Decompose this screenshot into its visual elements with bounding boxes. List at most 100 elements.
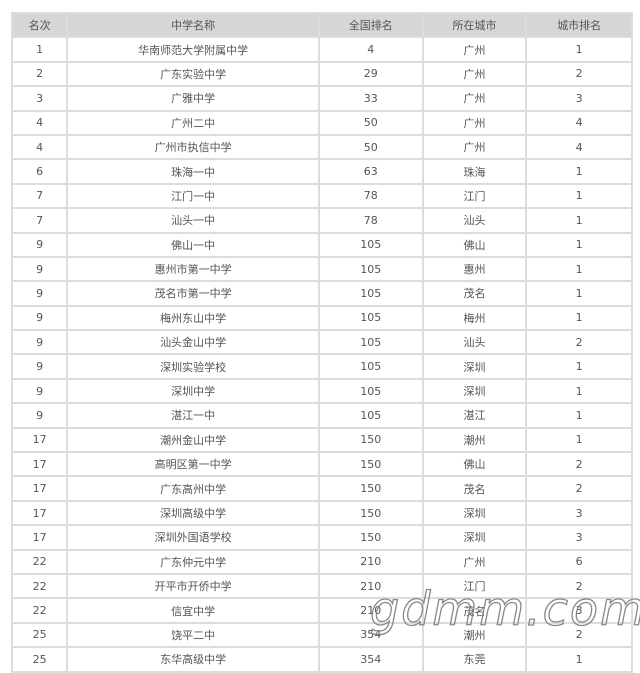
cell-rank: 9 bbox=[13, 233, 67, 256]
cell-national-rank: 63 bbox=[319, 160, 422, 183]
cell-school-name: 广东仲元中学 bbox=[68, 550, 318, 573]
cell-national-rank: 150 bbox=[319, 453, 422, 476]
cell-city: 东莞 bbox=[423, 648, 526, 671]
cell-school-name: 广州二中 bbox=[68, 111, 318, 134]
cell-city: 广州 bbox=[423, 111, 526, 134]
header-rank: 名次 bbox=[13, 14, 67, 37]
cell-national-rank: 354 bbox=[319, 623, 422, 647]
cell-school-name: 信宜中学 bbox=[68, 599, 318, 622]
cell-school-name: 深圳外国语学校 bbox=[68, 526, 318, 549]
table-row: 22 开平市开侨中学 210 江门 2 bbox=[13, 574, 631, 598]
cell-city: 汕头 bbox=[423, 331, 526, 354]
cell-city-rank: 2 bbox=[527, 477, 631, 500]
cell-national-rank: 105 bbox=[319, 233, 422, 256]
cell-school-name: 高明区第一中学 bbox=[68, 453, 318, 476]
cell-city: 广州 bbox=[423, 62, 526, 86]
cell-national-rank: 105 bbox=[319, 404, 422, 427]
cell-city: 江门 bbox=[423, 184, 526, 208]
cell-city-rank: 4 bbox=[527, 111, 631, 134]
cell-city-rank: 1 bbox=[527, 379, 631, 403]
cell-rank: 17 bbox=[13, 501, 67, 525]
cell-city: 深圳 bbox=[423, 526, 526, 549]
header-city: 所在城市 bbox=[423, 14, 526, 37]
cell-national-rank: 33 bbox=[319, 87, 422, 110]
cell-city-rank: 3 bbox=[527, 526, 631, 549]
cell-city-rank: 1 bbox=[527, 648, 631, 671]
table-row: 9 茂名市第一中学 105 茂名 1 bbox=[13, 282, 631, 305]
cell-national-rank: 150 bbox=[319, 501, 422, 525]
cell-school-name: 汕头一中 bbox=[68, 209, 318, 232]
cell-city-rank: 1 bbox=[527, 428, 631, 452]
table-row: 9 梅州东山中学 105 梅州 1 bbox=[13, 306, 631, 330]
cell-school-name: 东华高级中学 bbox=[68, 648, 318, 671]
cell-national-rank: 105 bbox=[319, 331, 422, 354]
cell-national-rank: 210 bbox=[319, 574, 422, 598]
cell-city: 汕头 bbox=[423, 209, 526, 232]
cell-city: 茂名 bbox=[423, 282, 526, 305]
cell-school-name: 华南师范大学附属中学 bbox=[68, 38, 318, 61]
cell-national-rank: 78 bbox=[319, 184, 422, 208]
cell-city-rank: 2 bbox=[527, 331, 631, 354]
cell-school-name: 广东实验中学 bbox=[68, 62, 318, 86]
cell-city-rank: 2 bbox=[527, 623, 631, 647]
cell-rank: 4 bbox=[13, 111, 67, 134]
header-city-rank: 城市排名 bbox=[527, 14, 631, 37]
table-row: 4 广州市执信中学 50 广州 4 bbox=[13, 135, 631, 159]
cell-city-rank: 1 bbox=[527, 233, 631, 256]
table-row: 9 佛山一中 105 佛山 1 bbox=[13, 233, 631, 256]
cell-school-name: 广雅中学 bbox=[68, 87, 318, 110]
cell-city: 深圳 bbox=[423, 379, 526, 403]
cell-national-rank: 150 bbox=[319, 428, 422, 452]
table-row: 25 饶平二中 354 潮州 2 bbox=[13, 623, 631, 647]
cell-city: 广州 bbox=[423, 135, 526, 159]
cell-city-rank: 3 bbox=[527, 87, 631, 110]
cell-school-name: 梅州东山中学 bbox=[68, 306, 318, 330]
cell-rank: 17 bbox=[13, 477, 67, 500]
header-national-rank: 全国排名 bbox=[319, 14, 422, 37]
cell-school-name: 茂名市第一中学 bbox=[68, 282, 318, 305]
table-row: 17 深圳高级中学 150 深圳 3 bbox=[13, 501, 631, 525]
table-row: 9 湛江一中 105 湛江 1 bbox=[13, 404, 631, 427]
cell-city-rank: 1 bbox=[527, 160, 631, 183]
table-row: 6 珠海一中 63 珠海 1 bbox=[13, 160, 631, 183]
cell-rank: 25 bbox=[13, 623, 67, 647]
cell-city: 惠州 bbox=[423, 257, 526, 281]
cell-rank: 9 bbox=[13, 355, 67, 378]
table-row: 1 华南师范大学附属中学 4 广州 1 bbox=[13, 38, 631, 61]
table-row: 9 深圳中学 105 深圳 1 bbox=[13, 379, 631, 403]
cell-rank: 3 bbox=[13, 87, 67, 110]
cell-school-name: 江门一中 bbox=[68, 184, 318, 208]
cell-city: 湛江 bbox=[423, 404, 526, 427]
cell-rank: 22 bbox=[13, 550, 67, 573]
cell-city-rank: 1 bbox=[527, 282, 631, 305]
table-row: 9 惠州市第一中学 105 惠州 1 bbox=[13, 257, 631, 281]
cell-rank: 9 bbox=[13, 331, 67, 354]
cell-school-name: 深圳高级中学 bbox=[68, 501, 318, 525]
table-row: 17 潮州金山中学 150 潮州 1 bbox=[13, 428, 631, 452]
cell-city: 深圳 bbox=[423, 355, 526, 378]
cell-school-name: 广东高州中学 bbox=[68, 477, 318, 500]
table-row: 22 信宜中学 210 茂名 3 bbox=[13, 599, 631, 622]
table-row: 17 高明区第一中学 150 佛山 2 bbox=[13, 453, 631, 476]
cell-city: 广州 bbox=[423, 550, 526, 573]
cell-school-name: 饶平二中 bbox=[68, 623, 318, 647]
cell-city: 江门 bbox=[423, 574, 526, 598]
cell-national-rank: 29 bbox=[319, 62, 422, 86]
cell-city: 佛山 bbox=[423, 453, 526, 476]
cell-city-rank: 2 bbox=[527, 62, 631, 86]
table-row: 7 汕头一中 78 汕头 1 bbox=[13, 209, 631, 232]
table-row: 17 广东高州中学 150 茂名 2 bbox=[13, 477, 631, 500]
cell-city: 潮州 bbox=[423, 428, 526, 452]
cell-city-rank: 1 bbox=[527, 209, 631, 232]
table-row: 17 深圳外国语学校 150 深圳 3 bbox=[13, 526, 631, 549]
cell-city-rank: 1 bbox=[527, 306, 631, 330]
cell-rank: 22 bbox=[13, 574, 67, 598]
cell-rank: 9 bbox=[13, 257, 67, 281]
cell-city-rank: 3 bbox=[527, 599, 631, 622]
cell-rank: 9 bbox=[13, 306, 67, 330]
header-row: 名次 中学名称 全国排名 所在城市 城市排名 bbox=[13, 14, 631, 37]
cell-school-name: 深圳中学 bbox=[68, 379, 318, 403]
cell-rank: 17 bbox=[13, 428, 67, 452]
cell-city: 佛山 bbox=[423, 233, 526, 256]
cell-rank: 9 bbox=[13, 379, 67, 403]
